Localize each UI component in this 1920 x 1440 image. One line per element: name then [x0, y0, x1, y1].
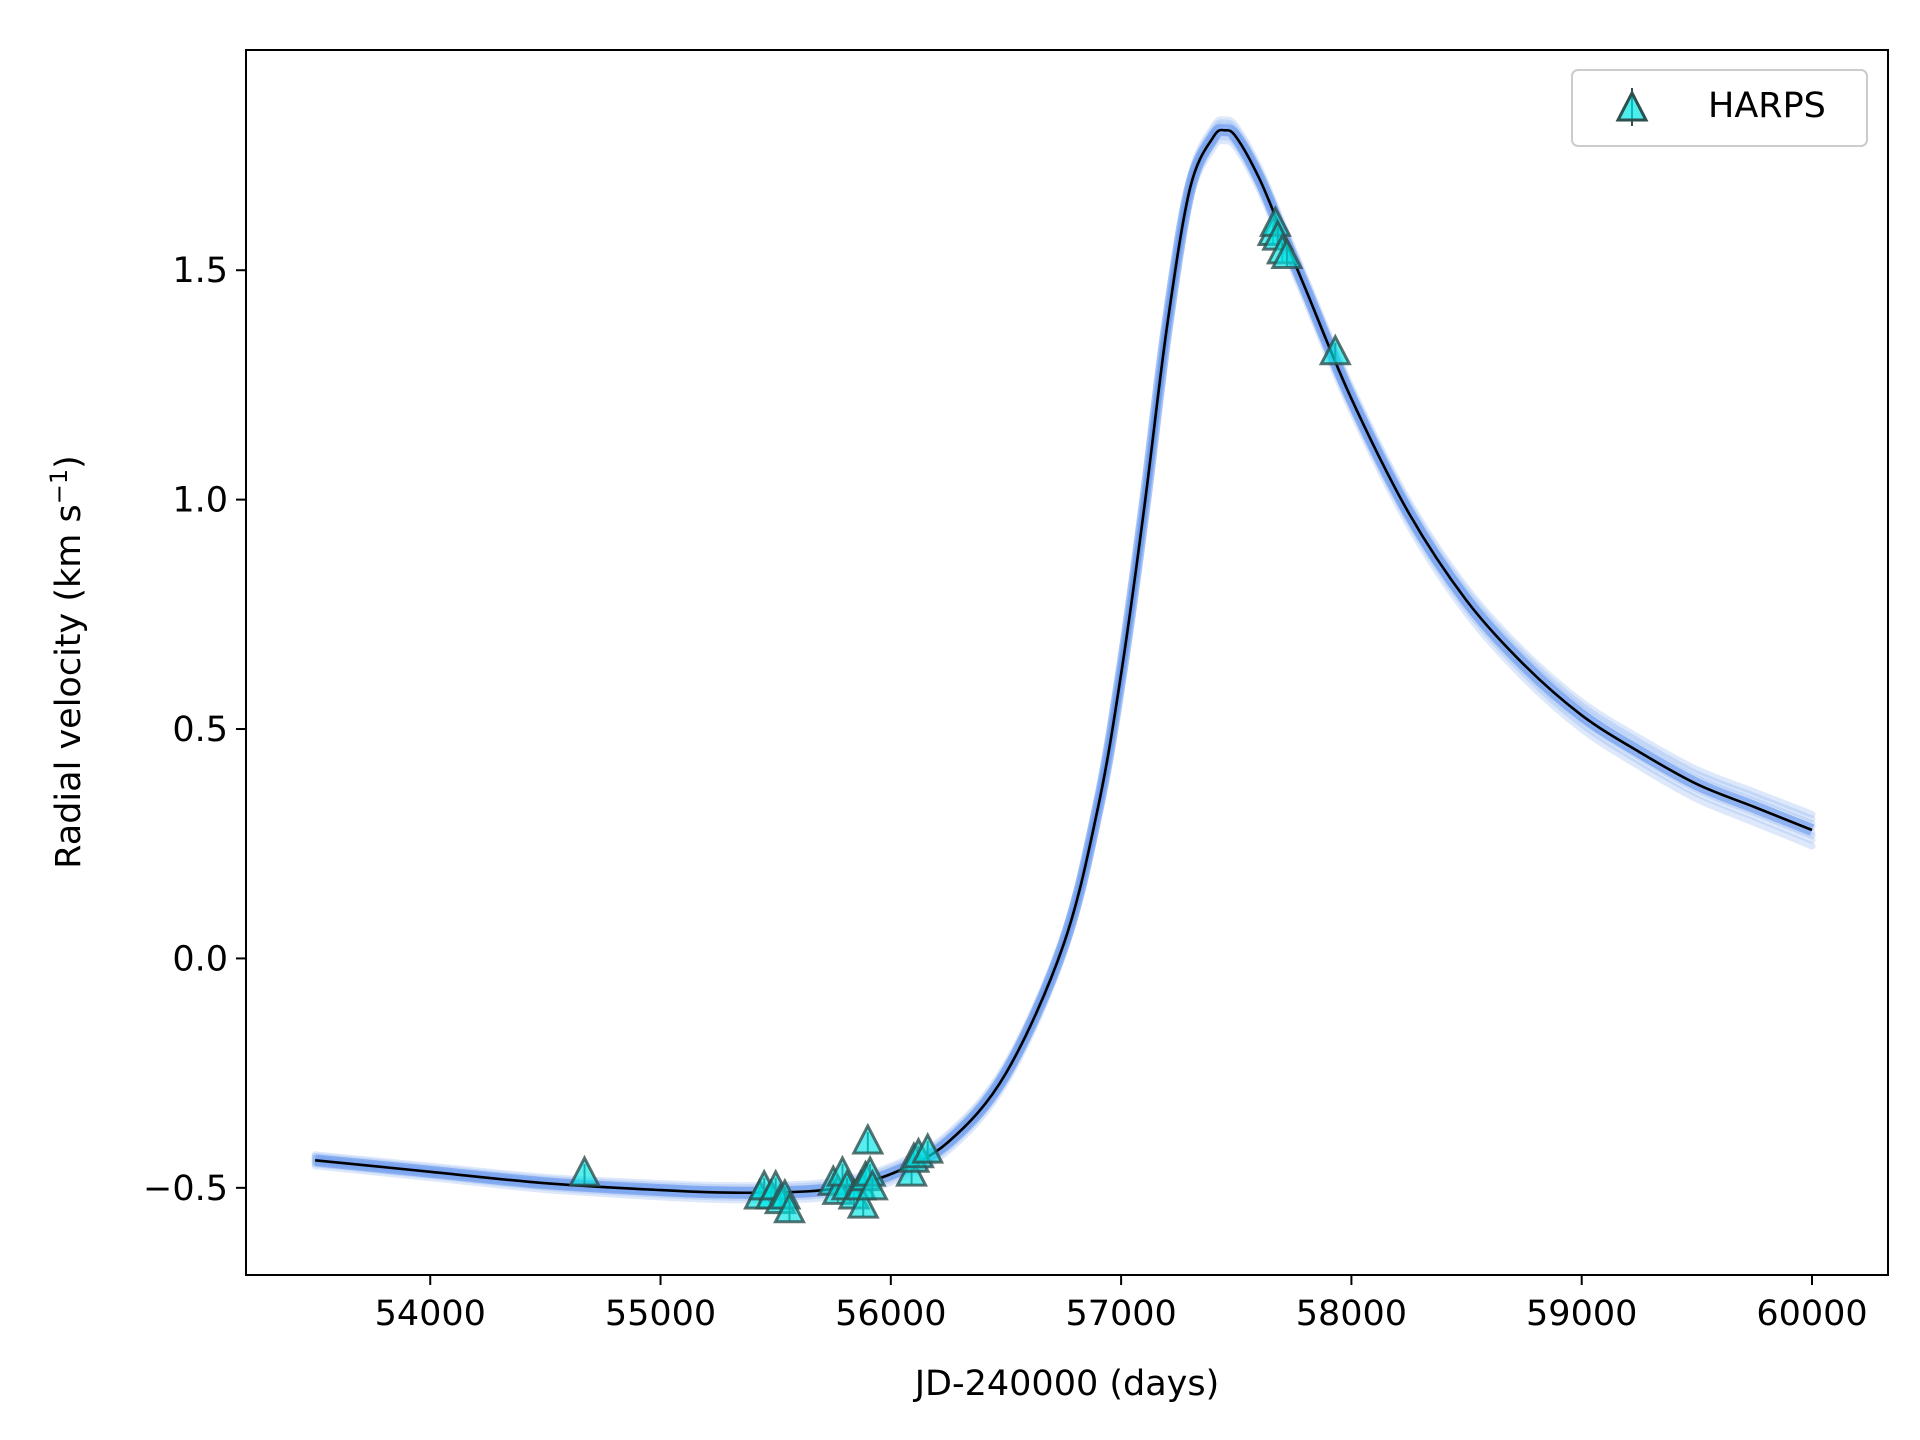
x-axis-label: JD-240000 (days)	[913, 1364, 1220, 1404]
x-tick-label: 59000	[1526, 1294, 1637, 1334]
plot-frame	[245, 49, 1889, 1276]
y-axis-label-close: )	[49, 455, 89, 469]
y-tick-label: 0.0	[172, 939, 228, 979]
y-tick-label: 1.0	[172, 481, 228, 521]
x-tick-label: 57000	[1065, 1294, 1176, 1334]
y-tick-label: 0.5	[172, 710, 228, 750]
harps-point	[1270, 237, 1304, 269]
harps-point	[911, 1131, 945, 1164]
harps-points	[568, 205, 1352, 1224]
x-tick-label: 56000	[835, 1294, 946, 1334]
y-axis-label: Radial velocity (km s−1)	[45, 455, 89, 869]
harps-point	[855, 1168, 889, 1201]
legend-box	[1571, 69, 1868, 147]
legend-marker-icon	[1615, 88, 1649, 126]
harps-point	[846, 1186, 880, 1219]
harps-point	[773, 1191, 806, 1224]
x-axis-ticks: 54000 55000 56000 57000 58000 59000 60000	[375, 1275, 1868, 1334]
legend: HARPS	[1571, 69, 1868, 147]
y-tick-label: −0.5	[143, 1169, 228, 1209]
x-tick-label: 55000	[605, 1294, 716, 1334]
y-tick-label: 1.5	[172, 251, 228, 291]
legend-label-harps: HARPS	[1708, 86, 1826, 126]
harps-point	[851, 1122, 885, 1155]
harps-point	[568, 1154, 602, 1187]
x-tick-label: 54000	[375, 1294, 486, 1334]
y-axis-label-superscript: −1	[45, 469, 73, 504]
y-axis-ticks: −0.5 0.0 0.5 1.0 1.5	[143, 251, 246, 1209]
x-tick-label: 58000	[1296, 1294, 1407, 1334]
x-tick-label: 60000	[1756, 1294, 1867, 1334]
harps-point	[1318, 333, 1352, 366]
